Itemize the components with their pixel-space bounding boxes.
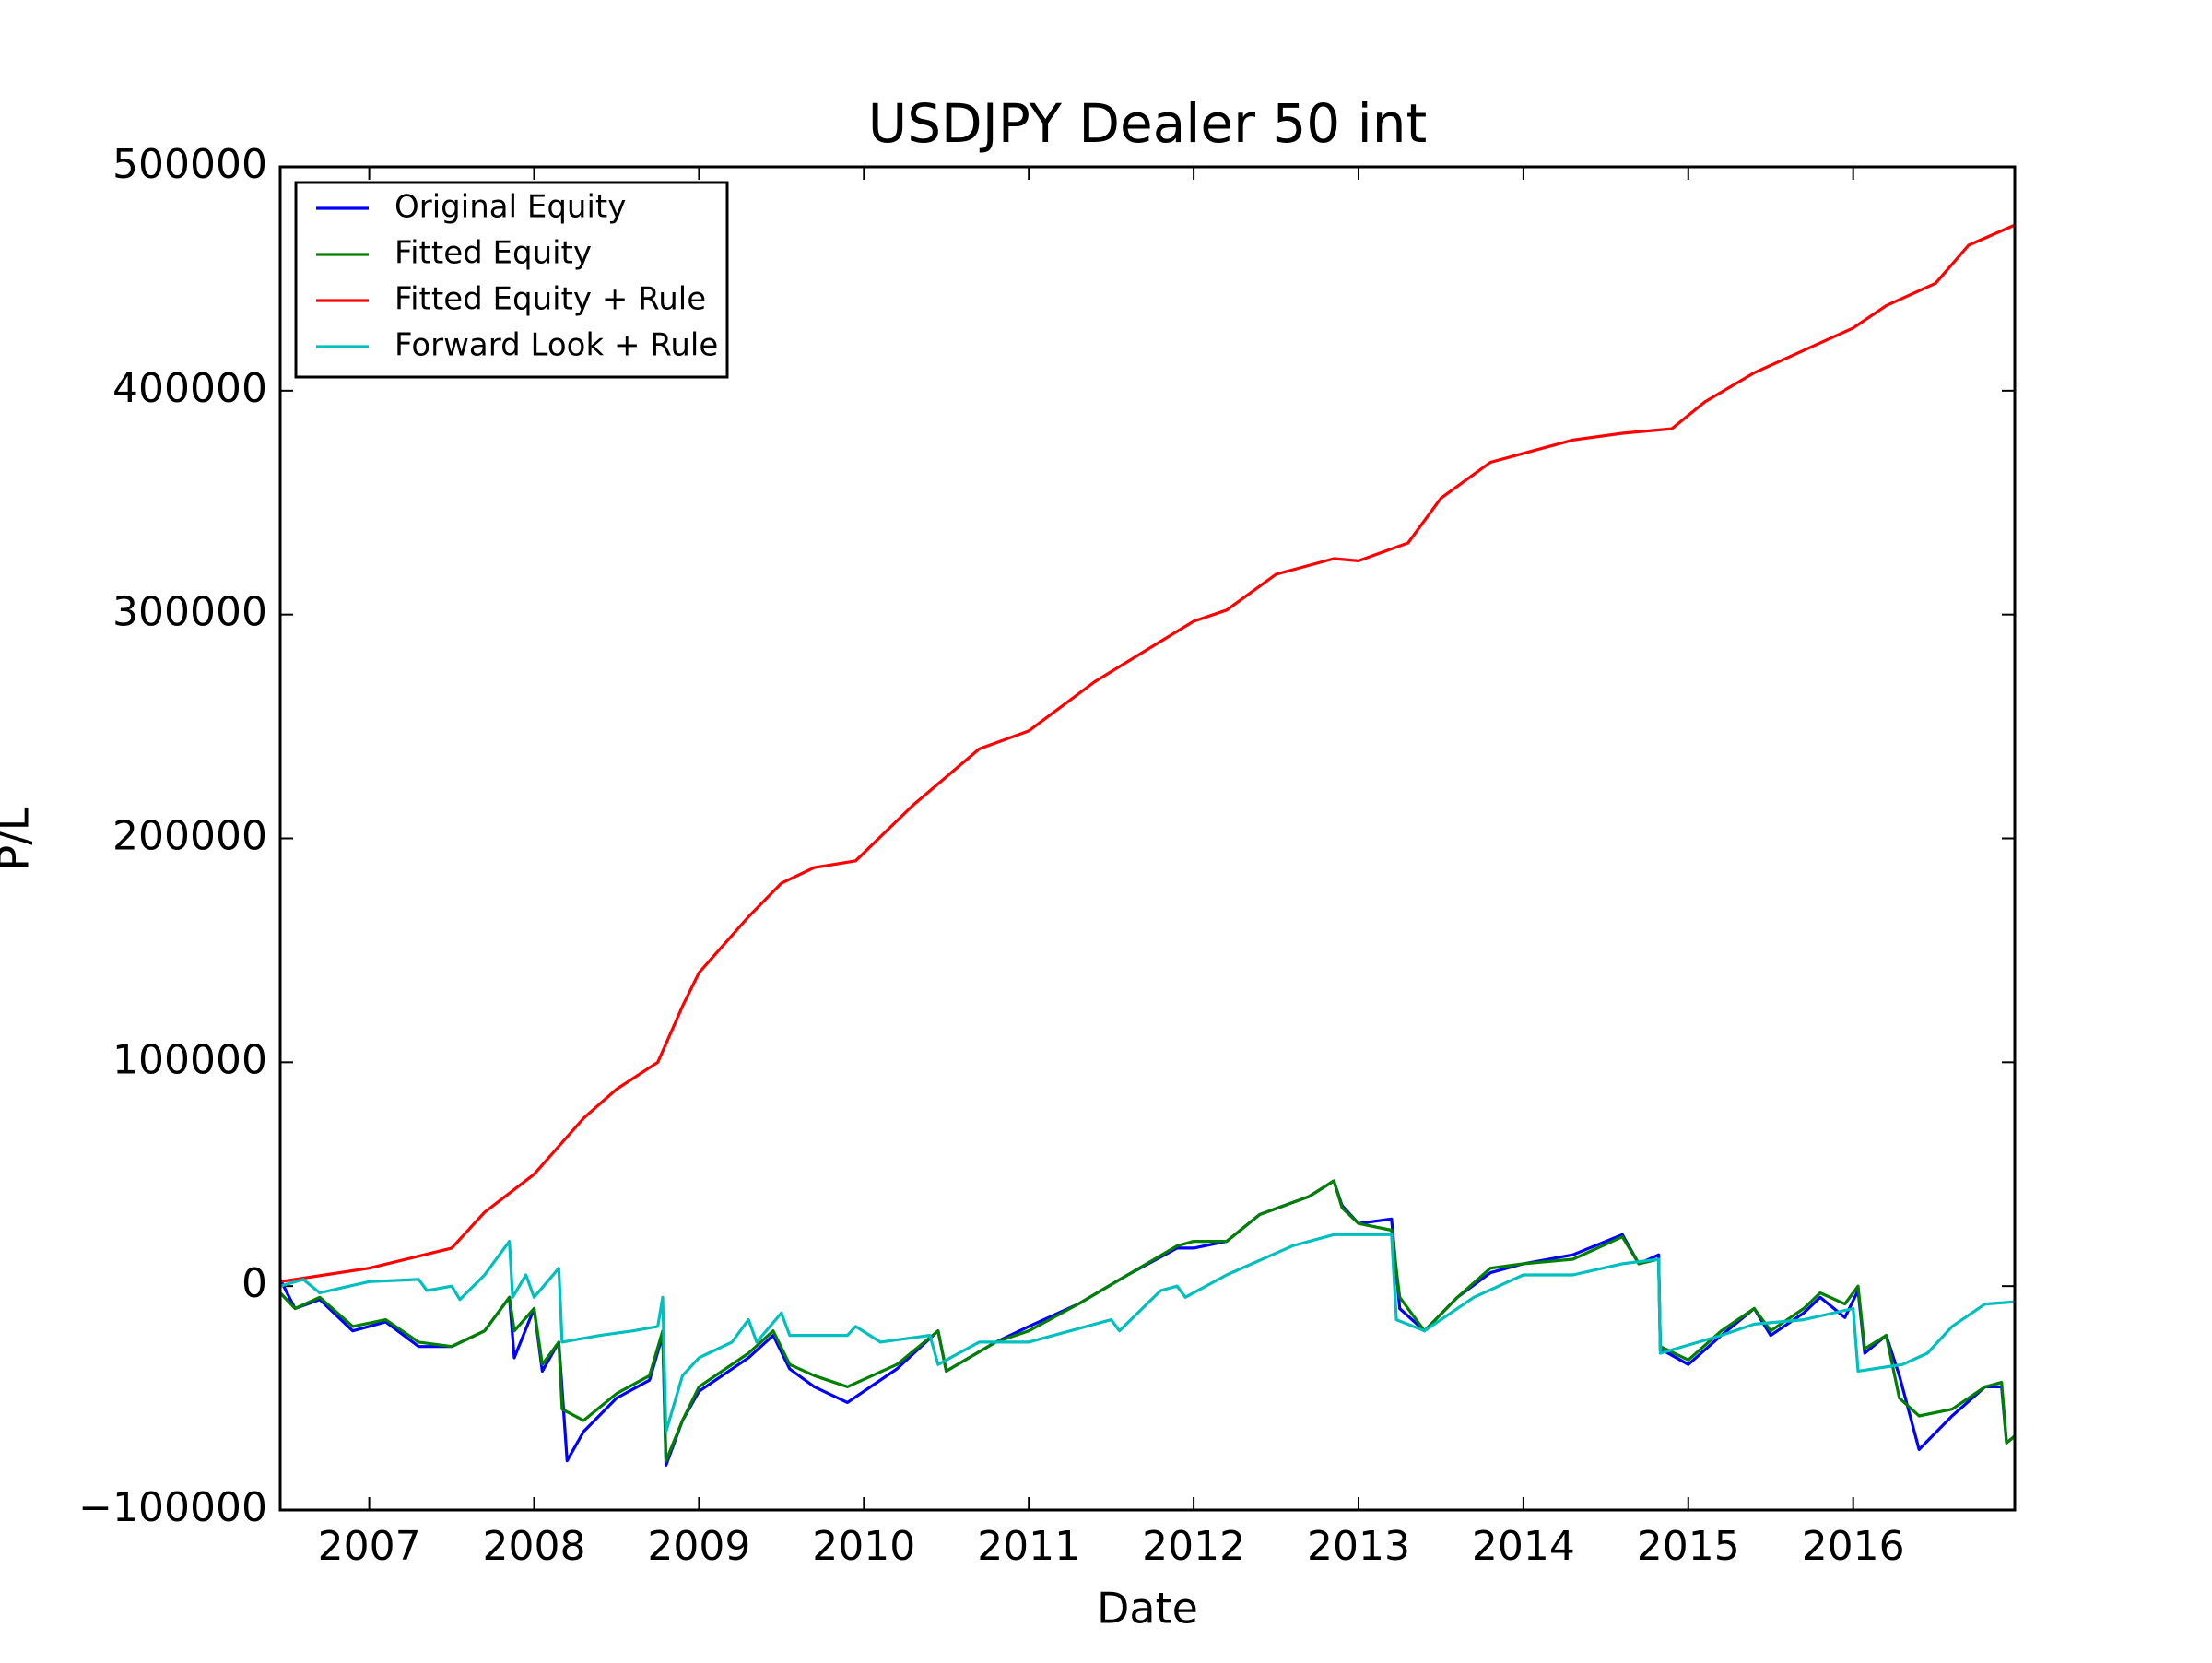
y-axis-label: P/L: [0, 807, 39, 870]
y-tick-label: 500000: [112, 141, 267, 188]
chart-title: USDJPY Dealer 50 int: [868, 92, 1427, 155]
series-line: [279, 1233, 2016, 1433]
x-tick-label: 2014: [1472, 1523, 1575, 1570]
legend-label: Fitted Equity: [394, 235, 592, 272]
x-tick-label: 2008: [483, 1523, 586, 1570]
y-tick-label: 0: [241, 1260, 267, 1307]
y-tick-label: −100000: [78, 1484, 267, 1531]
x-tick-label: 2016: [1802, 1523, 1905, 1570]
x-tick-label: 2007: [318, 1523, 421, 1570]
x-tick-label: 2012: [1142, 1523, 1245, 1570]
x-axis-label: Date: [1097, 1584, 1198, 1634]
x-tick-label: 2015: [1637, 1523, 1740, 1570]
series-line: [278, 1179, 2017, 1467]
y-tick-label: 400000: [112, 365, 267, 412]
x-tick-label: 2013: [1307, 1523, 1410, 1570]
legend-label: Fitted Equity + Rule: [394, 281, 706, 318]
legend-box: [294, 181, 729, 379]
x-tick-label: 2010: [812, 1523, 915, 1570]
x-tick-label: 2011: [977, 1523, 1080, 1570]
plot-frame: [278, 165, 2017, 1512]
y-tick-label: 100000: [112, 1036, 267, 1083]
y-tick-label: 200000: [112, 813, 267, 860]
y-tick-label: 300000: [112, 589, 267, 636]
x-tick-label: 2009: [647, 1523, 750, 1570]
legend-label: Forward Look + Rule: [394, 327, 718, 364]
legend-label: Original Equity: [394, 189, 626, 226]
series-line: [279, 223, 2016, 1283]
series-line: [278, 1179, 2017, 1463]
